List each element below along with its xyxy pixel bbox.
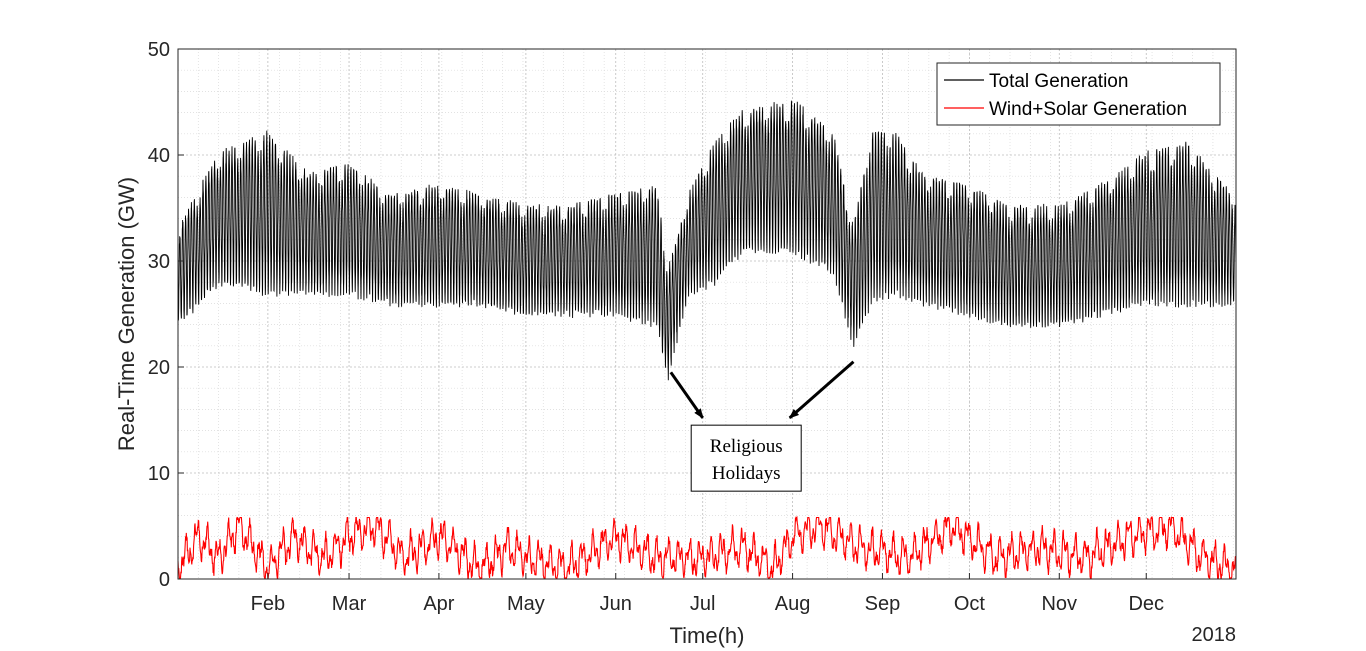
y-tick-label: 10 — [148, 463, 170, 485]
y-tick-label: 20 — [148, 357, 170, 379]
x-tick-label: Dec — [1128, 593, 1164, 615]
annotation-arrow-right — [788, 360, 855, 420]
total-generation-line — [177, 100, 1237, 381]
legend: Total Generation Wind+Solar Generation — [936, 62, 1221, 126]
x-tick-label: Jul — [690, 593, 716, 615]
y-tick-label: 50 — [148, 39, 170, 61]
y-tick-label: 40 — [148, 145, 170, 167]
x-tick-label: Oct — [954, 593, 986, 615]
series-wind-solar-generation — [177, 515, 1237, 579]
year-label: 2018 — [1192, 624, 1237, 646]
annotation-text-line-2: Holidays — [712, 463, 781, 484]
legend-label-total: Total Generation — [989, 71, 1128, 92]
x-tick-label: May — [507, 593, 545, 615]
legend-box — [936, 62, 1221, 126]
plot-border — [177, 48, 1237, 580]
wind-solar-generation-line — [177, 515, 1237, 579]
x-tick-label: Mar — [332, 593, 367, 615]
y-axis-label: Real-Time Generation (GW) — [114, 177, 139, 451]
x-axis-label: Time(h) — [670, 623, 745, 648]
x-tick-label: Jun — [600, 593, 632, 615]
y-axis-ticks: 0 10 20 30 40 50 — [148, 39, 184, 591]
x-tick-label: Sep — [865, 593, 901, 615]
y-tick-label: 0 — [159, 569, 170, 591]
x-tick-label: Feb — [251, 593, 285, 615]
legend-label-wind-solar: Wind+Solar Generation — [989, 99, 1187, 120]
annotation-box — [690, 424, 802, 492]
y-tick-label: 30 — [148, 251, 170, 273]
annotation-arrow-left — [669, 371, 704, 419]
x-tick-label: Apr — [423, 593, 454, 615]
annotation-text-line-1: Religious — [710, 436, 783, 457]
x-tick-label: Aug — [775, 593, 811, 615]
religious-holidays-annotation: Religious Holidays — [669, 360, 855, 492]
series-total-generation — [177, 100, 1237, 381]
x-tick-label: Nov — [1041, 593, 1077, 615]
x-axis-ticks: Feb Mar Apr May Jun Jul Aug Sep Oct Nov Dec — [251, 573, 1164, 615]
